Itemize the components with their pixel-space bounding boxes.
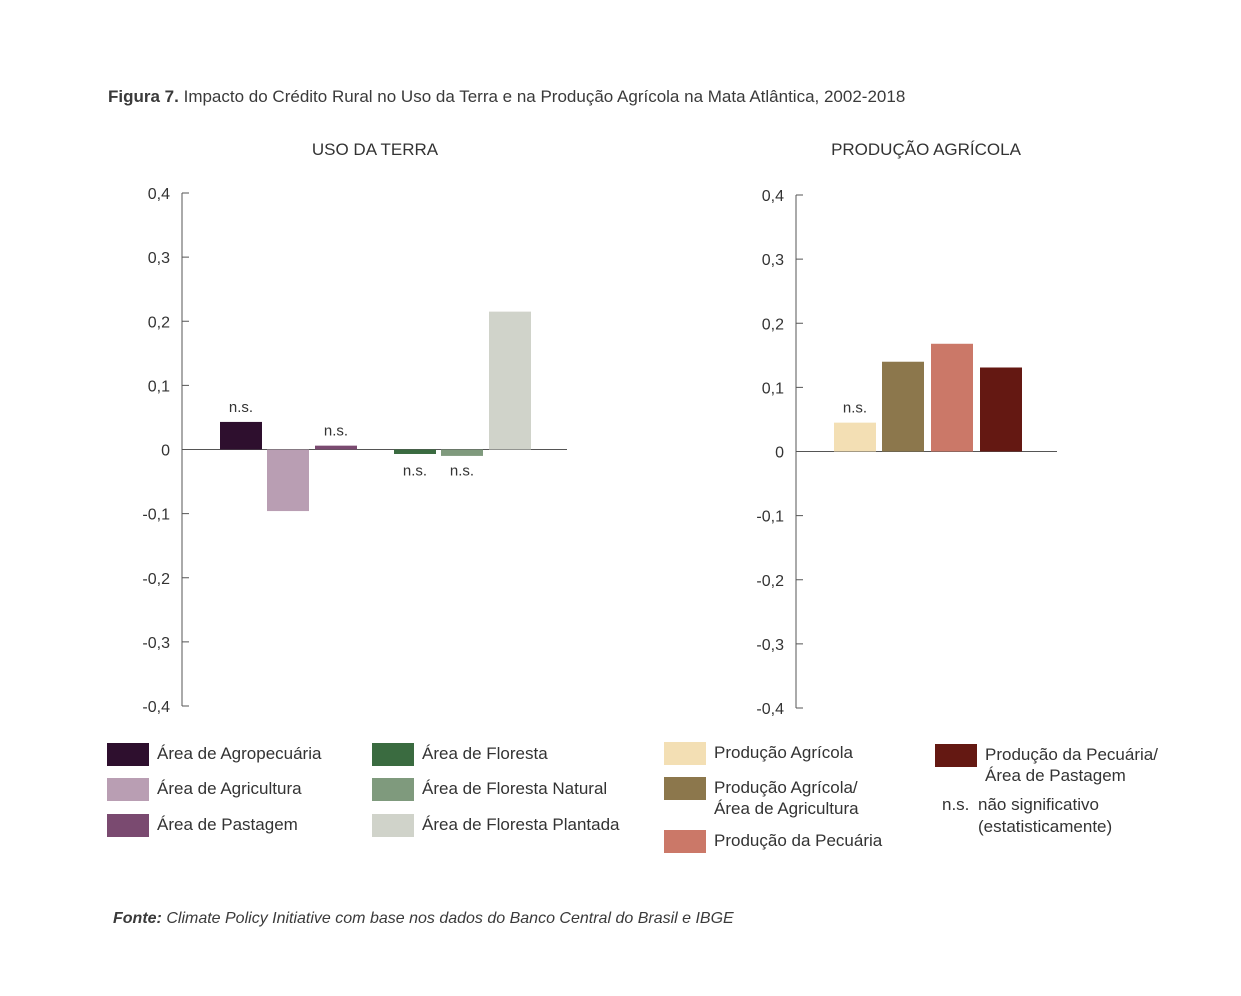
figure-number: Figura 7. [108, 87, 179, 106]
legend-swatch [935, 744, 977, 767]
legend-swatch [664, 830, 706, 853]
source-note: Fonte: Climate Policy Initiative com bas… [113, 910, 734, 928]
legend-item: Área de Pastagem [107, 814, 298, 837]
legend-swatch [372, 778, 414, 801]
source-label: Fonte: [113, 910, 162, 927]
legend-item: Área de Floresta [372, 743, 548, 766]
legend-swatch [664, 742, 706, 765]
source-text: Climate Policy Initiative com base nos d… [166, 910, 734, 927]
ns-description: não significativo (estatisticamente) [978, 795, 1113, 836]
legend-item: Produção da Pecuária [664, 830, 882, 853]
bar [267, 449, 309, 512]
y-tick-label: -0,4 [142, 699, 170, 716]
legend-item: Área de Agropecuária [107, 743, 321, 766]
y-tick-label: -0,2 [142, 571, 170, 588]
y-tick-label: 0,2 [762, 316, 784, 333]
chart-2-title: PRODUÇÃO AGRÍCOLA [831, 140, 1022, 159]
y-tick-label: -0,3 [756, 637, 784, 654]
ns-annotation: n.s. [403, 463, 427, 480]
legend-label: Produção Agrícola/ Área de Agricultura [714, 778, 859, 818]
y-tick-label: 0,4 [148, 186, 170, 203]
legend-label: Área de Floresta [422, 744, 548, 763]
legend-label: Área de Floresta Natural [422, 779, 608, 798]
ns-annotation: n.s. [229, 399, 253, 416]
y-tick-label: -0,4 [756, 701, 784, 718]
ns-abbreviation: n.s. [942, 795, 970, 814]
y-tick-label: 0,3 [148, 250, 170, 267]
ns-legend-note: n.s. não significativo (estatisticamente… [942, 794, 1112, 838]
y-tick-label: 0,4 [762, 188, 784, 205]
legend-label: Produção da Pecuária [714, 831, 883, 850]
chart-1-title: USO DA TERRA [312, 140, 439, 159]
bar [441, 449, 483, 456]
legend-label: Área de Agropecuária [157, 744, 322, 763]
legend-swatch [372, 743, 414, 766]
bar [931, 343, 973, 452]
bar [882, 361, 924, 452]
bar [315, 445, 357, 450]
legend-item: Área de Floresta Plantada [372, 814, 620, 837]
legend-item: Produção da Pecuária/ Área de Pastagem [935, 744, 1158, 786]
y-tick-label: -0,1 [756, 509, 784, 526]
bar [394, 449, 436, 454]
figure-title: Figura 7. Impacto do Crédito Rural no Us… [108, 87, 905, 107]
legend-item: Produção Agrícola [664, 742, 853, 765]
y-tick-label: -0,1 [142, 507, 170, 524]
y-tick-label: 0 [161, 443, 170, 460]
y-tick-label: -0,2 [756, 573, 784, 590]
y-tick-label: 0,3 [762, 252, 784, 269]
legend-item: Área de Floresta Natural [372, 778, 607, 801]
ns-annotation: n.s. [843, 400, 867, 417]
bar [834, 422, 876, 452]
y-tick-label: -0,3 [142, 635, 170, 652]
figure-title-text: Impacto do Crédito Rural no Uso da Terra… [183, 87, 906, 106]
legend-label: Área de Floresta Plantada [422, 815, 620, 834]
legend-label: Produção da Pecuária/ Área de Pastagem [985, 745, 1158, 785]
y-tick-label: 0,1 [148, 378, 170, 395]
y-tick-label: 0,1 [762, 380, 784, 397]
legend-label: Área de Agricultura [157, 779, 302, 798]
legend-swatch [107, 778, 149, 801]
legend-item: Área de Agricultura [107, 778, 302, 801]
legend-label: Produção Agrícola [714, 743, 853, 762]
legend-swatch [107, 814, 149, 837]
legend-item: Produção Agrícola/ Área de Agricultura [664, 777, 859, 819]
charts-canvas: USO DA TERRA 0,4 0,3 0,2 0,1 0 -0,1 -0,2 -0,3 -0,… [142, 140, 1057, 718]
legend-swatch [107, 743, 149, 766]
legend-swatch [372, 814, 414, 837]
bar [220, 421, 262, 450]
ns-annotation: n.s. [324, 423, 348, 440]
y-tick-label: 0,2 [148, 314, 170, 331]
legend-label: Área de Pastagem [157, 815, 298, 834]
bar [980, 367, 1022, 452]
legend-swatch [664, 777, 706, 800]
y-tick-label: 0 [775, 445, 784, 462]
ns-annotation: n.s. [450, 463, 474, 480]
bar [489, 311, 531, 450]
